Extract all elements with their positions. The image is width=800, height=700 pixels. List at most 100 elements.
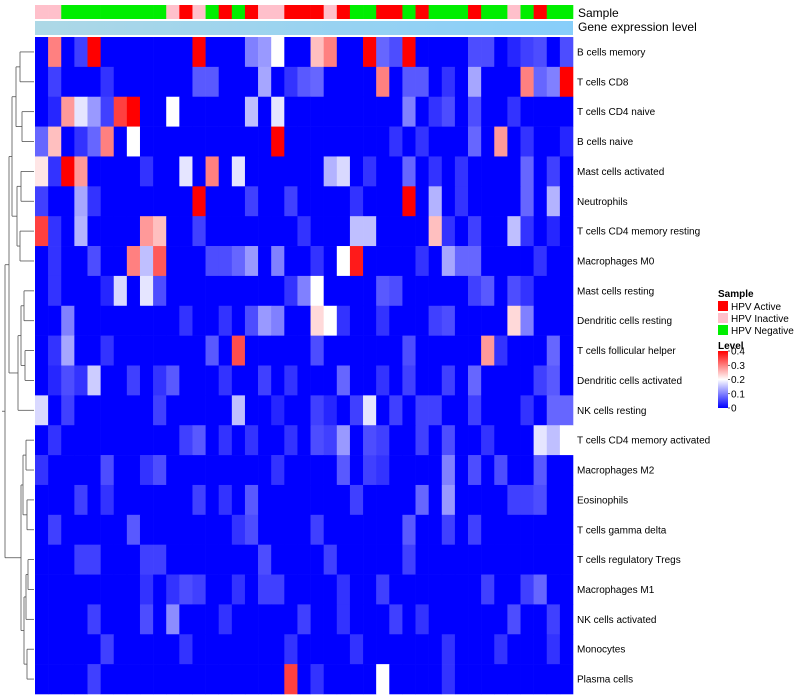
heatmap-cell	[402, 156, 416, 187]
heatmap-cell	[310, 305, 324, 336]
heatmap-cell	[192, 634, 206, 665]
heatmap-cell	[468, 365, 482, 396]
heatmap-cell	[441, 484, 456, 516]
heatmap-cell	[520, 484, 534, 516]
heatmap-cell	[284, 395, 298, 426]
heatmap-cell	[231, 604, 246, 635]
heatmap-cell	[468, 66, 482, 98]
heatmap-cell	[179, 604, 193, 635]
heatmap-cell	[376, 275, 390, 307]
heatmap-cell	[559, 425, 574, 456]
row-label: Mast cells resting	[577, 286, 654, 297]
heatmap-cell	[441, 604, 456, 635]
heatmap-cell	[231, 395, 246, 426]
heatmap-cell	[126, 664, 141, 695]
heatmap-cell	[559, 335, 574, 366]
heatmap-cell	[258, 604, 272, 635]
heatmap-cell	[533, 156, 548, 187]
heatmap-cell	[310, 186, 324, 217]
row-label: Macrophages M2	[577, 466, 655, 477]
heatmap-cell	[468, 335, 482, 366]
heatmap-cell	[139, 37, 154, 68]
heatmap-cell	[376, 514, 390, 545]
heatmap-cell	[533, 455, 548, 486]
heatmap-cell	[244, 455, 259, 486]
heatmap-cell	[48, 37, 62, 68]
heatmap-cell	[297, 365, 311, 396]
heatmap-cell	[389, 246, 403, 277]
sample-annotation-cell	[139, 5, 154, 19]
heatmap-cell	[454, 156, 469, 187]
sample-annotation-cell	[192, 5, 206, 19]
heatmap-cell	[205, 634, 220, 665]
heatmap-cell	[74, 96, 88, 127]
heatmap-cell	[520, 544, 534, 575]
heatmap-cell	[271, 425, 285, 456]
sample-annotation-cell	[520, 5, 534, 19]
heatmap-cell	[166, 216, 180, 247]
heatmap-cell	[336, 37, 351, 68]
heatmap-cell	[192, 365, 206, 396]
heatmap-cell	[284, 156, 298, 187]
heatmap-cell	[363, 514, 377, 545]
heatmap-cell	[153, 37, 167, 68]
heatmap-cell	[139, 335, 154, 366]
heatmap-cell	[323, 126, 338, 157]
sample-annotation-cell	[363, 5, 377, 19]
heatmap-cell	[376, 604, 390, 635]
heatmap-cell	[153, 604, 167, 635]
heatmap-cell	[363, 305, 377, 336]
heatmap-cell	[179, 156, 193, 187]
heatmap-cell	[100, 335, 115, 366]
heatmap-cell	[48, 544, 62, 575]
heatmap-cell	[441, 574, 456, 605]
heatmap-cell	[153, 664, 167, 695]
heatmap-cell	[192, 395, 206, 426]
heatmap-cell	[376, 156, 390, 187]
row-label: Eosinophils	[577, 495, 628, 506]
row-label: Monocytes	[577, 645, 625, 656]
heatmap-cell	[74, 425, 88, 456]
heatmap-cell	[100, 425, 115, 456]
heatmap-cell	[494, 425, 508, 456]
heatmap-cell	[428, 664, 443, 695]
heatmap-cell	[231, 365, 246, 396]
heatmap-cell	[153, 156, 167, 187]
heatmap-cell	[231, 37, 246, 68]
heatmap-cell	[126, 216, 141, 247]
heatmap-cell	[468, 246, 482, 277]
heatmap-cell	[454, 365, 469, 396]
heatmap-cell	[35, 126, 49, 157]
sample-annotation-cell	[441, 5, 456, 19]
heatmap-cell	[284, 544, 298, 575]
heatmap-cell	[454, 96, 469, 127]
heatmap-cell	[363, 37, 377, 68]
heatmap-cell	[559, 514, 574, 545]
heatmap-cell	[192, 126, 206, 157]
heatmap-cell	[428, 335, 443, 366]
heatmap-cell	[284, 484, 298, 516]
heatmap-cell	[494, 335, 508, 366]
heatmap-cell	[402, 365, 416, 396]
heatmap-cell	[520, 664, 534, 695]
sample-annotation-cell	[74, 5, 88, 19]
heatmap-cell	[481, 574, 495, 605]
heatmap-cell	[415, 37, 429, 68]
row-label: T cells CD4 memory resting	[577, 227, 700, 238]
heatmap-cell	[546, 335, 561, 366]
heatmap-cell	[468, 544, 482, 575]
heatmap-cell	[389, 335, 403, 366]
heatmap-cell	[74, 66, 88, 98]
heatmap-cell	[35, 186, 49, 217]
heatmap-cell	[258, 37, 272, 68]
heatmap-cell	[35, 305, 49, 336]
heatmap-cell	[533, 275, 548, 307]
heatmap-cell	[100, 514, 115, 545]
heatmap-cell	[546, 604, 561, 635]
heatmap-cell	[349, 425, 364, 456]
heatmap-cell	[507, 574, 521, 605]
heatmap-cell	[494, 455, 508, 486]
heatmap-cell	[468, 604, 482, 635]
heatmap-cell	[533, 365, 548, 396]
heatmap-cell	[454, 664, 469, 695]
